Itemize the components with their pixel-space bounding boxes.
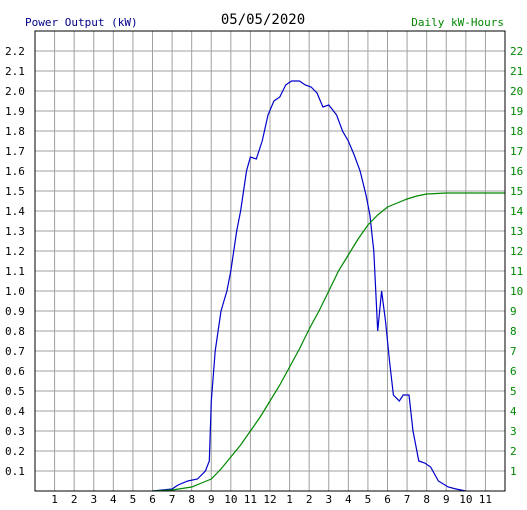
power-output-line [152, 80, 466, 492]
x-tick-label: 6 [149, 493, 156, 506]
daily-kwh-line [152, 192, 505, 492]
x-tick-label: 10 [224, 493, 237, 506]
x-tick-label: 11 [244, 493, 257, 506]
right-tick-label: 11 [510, 265, 523, 278]
x-tick-label: 10 [459, 493, 472, 506]
right-tick-label: 4 [510, 405, 517, 418]
left-tick-label: 0.5 [5, 385, 25, 398]
x-tick-label: 7 [169, 493, 176, 506]
x-tick-label: 9 [208, 493, 215, 506]
x-tick-label: 3 [90, 493, 97, 506]
x-tick-label: 8 [423, 493, 430, 506]
series-lines [152, 80, 505, 492]
x-tick-label: 11 [479, 493, 492, 506]
right-tick-label: 16 [510, 165, 523, 178]
left-tick-label: 1.5 [5, 185, 25, 198]
left-tick-label: 1.9 [5, 105, 25, 118]
left-axis-ticks: 0.1 0.2 0.3 0.4 0.5 0.6 0.7 0.8 0.9 1.0 1.1 1.2 1.3 1… [5, 45, 25, 478]
x-tick-label: 12 [263, 493, 276, 506]
left-tick-label: 1.8 [5, 125, 25, 138]
left-tick-label: 0.8 [5, 325, 25, 338]
x-tick-label: 1 [286, 493, 293, 506]
left-tick-label: 1.2 [5, 245, 25, 258]
left-tick-label: 2.0 [5, 85, 25, 98]
left-tick-label: 1.7 [5, 145, 25, 158]
right-axis-title: Daily kW-Hours [411, 16, 504, 29]
right-tick-label: 7 [510, 345, 517, 358]
left-tick-label: 2.1 [5, 65, 25, 78]
x-tick-label: 6 [384, 493, 391, 506]
left-tick-label: 0.9 [5, 305, 25, 318]
x-tick-label: 5 [130, 493, 137, 506]
right-tick-label: 12 [510, 245, 523, 258]
left-tick-label: 1.0 [5, 285, 25, 298]
left-tick-label: 2.2 [5, 45, 25, 58]
x-tick-label: 4 [345, 493, 352, 506]
left-tick-label: 1.4 [5, 205, 25, 218]
left-tick-label: 1.6 [5, 165, 25, 178]
left-tick-label: 0.1 [5, 465, 25, 478]
right-tick-label: 1 [510, 465, 517, 478]
x-tick-label: 5 [365, 493, 372, 506]
right-tick-label: 14 [510, 205, 524, 218]
right-tick-label: 18 [510, 125, 523, 138]
left-tick-label: 0.2 [5, 445, 25, 458]
left-tick-label: 0.6 [5, 365, 25, 378]
x-tick-label: 1 [51, 493, 58, 506]
right-tick-label: 13 [510, 225, 523, 238]
x-tick-label: 2 [306, 493, 313, 506]
left-axis-title: Power Output (kW) [25, 16, 138, 29]
right-tick-label: 9 [510, 305, 517, 318]
left-tick-label: 0.7 [5, 345, 25, 358]
right-tick-label: 10 [510, 285, 523, 298]
left-tick-label: 0.3 [5, 425, 25, 438]
left-tick-label: 0.4 [5, 405, 25, 418]
right-tick-label: 19 [510, 105, 523, 118]
right-tick-label: 20 [510, 85, 523, 98]
right-tick-label: 3 [510, 425, 517, 438]
left-tick-label: 1.3 [5, 225, 25, 238]
right-tick-label: 17 [510, 145, 523, 158]
right-tick-label: 21 [510, 65, 523, 78]
grid-lines [35, 31, 505, 491]
right-tick-label: 15 [510, 185, 523, 198]
right-tick-label: 2 [510, 445, 517, 458]
x-tick-label: 2 [71, 493, 78, 506]
x-tick-label: 4 [110, 493, 117, 506]
chart-title: 05/05/2020 [221, 12, 305, 28]
x-tick-label: 3 [325, 493, 332, 506]
x-tick-label: 8 [188, 493, 195, 506]
plot-frame [34, 30, 506, 492]
x-tick-label: 7 [404, 493, 411, 506]
right-tick-label: 5 [510, 385, 517, 398]
x-tick-label: 9 [443, 493, 450, 506]
left-tick-label: 1.1 [5, 265, 25, 278]
right-tick-label: 6 [510, 365, 517, 378]
x-axis-ticks: 1 2 3 4 5 6 7 8 9 10 11 12 1 2 3 4 5 6 7 8 9 10 11 [51, 493, 492, 506]
right-tick-label: 22 [510, 45, 523, 58]
right-tick-label: 8 [510, 325, 517, 338]
